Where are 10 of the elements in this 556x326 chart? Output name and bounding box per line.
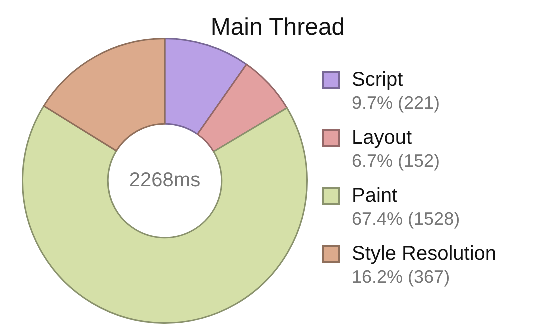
data-label: 67.4% (1528)	[352, 208, 460, 230]
chart-title: Main Thread	[210, 14, 346, 42]
legend-label: Layout	[352, 126, 414, 150]
data-label: 16.2% (367)	[352, 266, 452, 288]
text: 2268ms	[129, 170, 201, 192]
data-label: 6.7% (152)	[352, 150, 440, 172]
legend-label: Paint	[352, 184, 399, 208]
legend-label: Style Resolution	[352, 242, 497, 266]
data-label: 9.7% (221)	[352, 92, 440, 114]
legend-label: Script	[352, 68, 404, 92]
